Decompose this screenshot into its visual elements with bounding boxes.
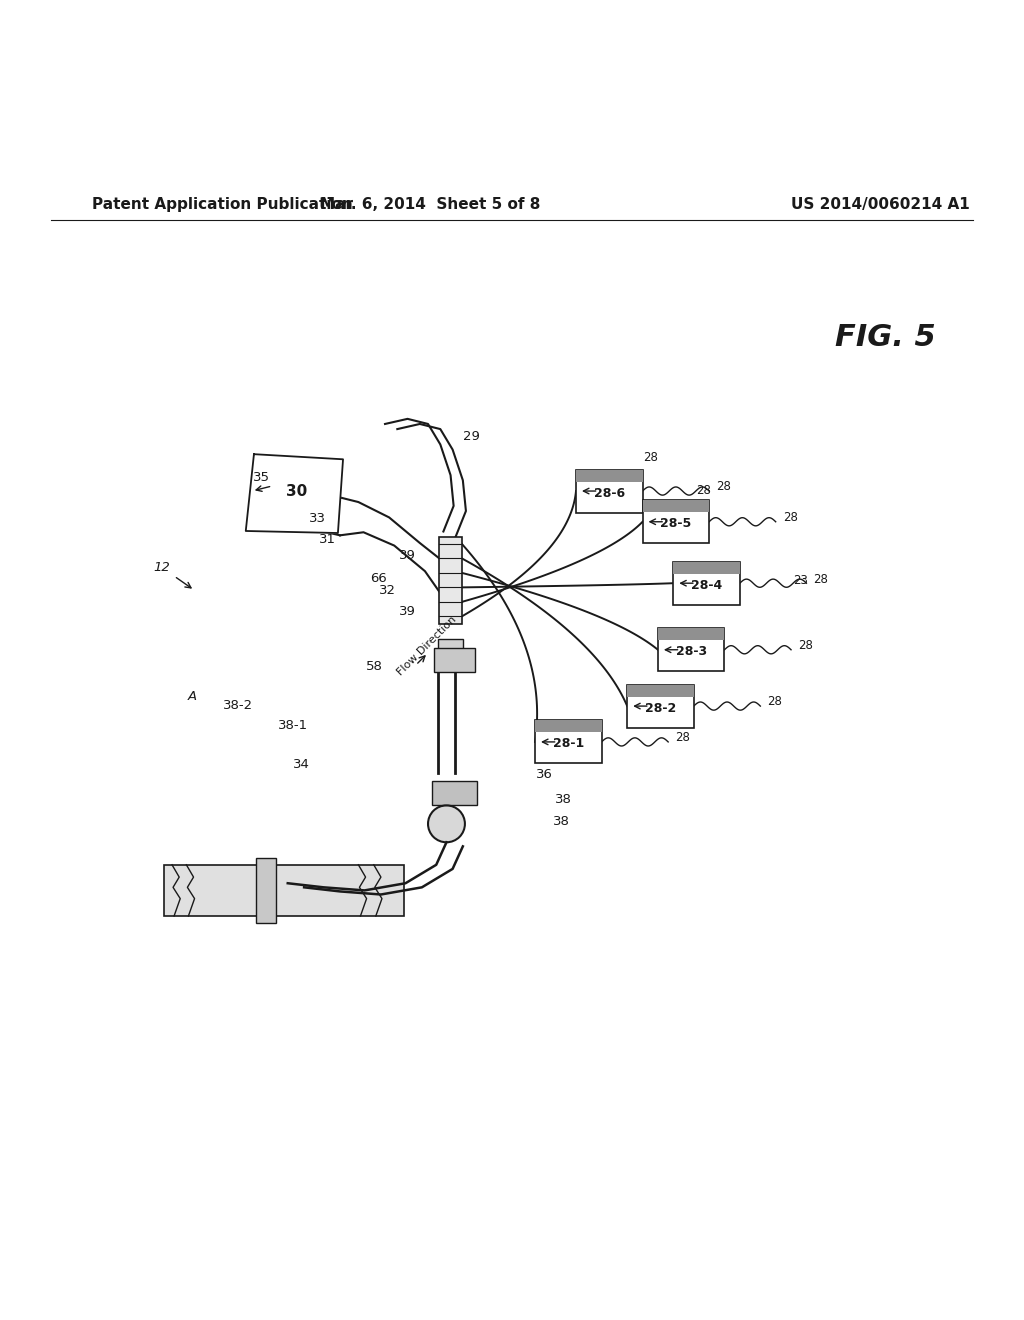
Text: A: A	[188, 690, 197, 704]
Text: 28-3: 28-3	[676, 645, 707, 659]
Bar	[575, 470, 643, 512]
Polygon shape	[246, 454, 343, 533]
Bar	[438, 639, 463, 660]
Text: 38: 38	[553, 816, 569, 828]
Text: 34: 34	[293, 758, 309, 771]
Text: 28-2: 28-2	[645, 702, 676, 714]
Text: 33: 33	[309, 512, 326, 525]
Text: 28: 28	[799, 639, 813, 652]
Bar	[643, 500, 710, 544]
Text: 12: 12	[154, 561, 170, 574]
Bar	[439, 537, 462, 623]
Text: US 2014/0060214 A1: US 2014/0060214 A1	[792, 197, 970, 211]
Text: 38-1: 38-1	[278, 719, 308, 733]
Text: 30: 30	[287, 483, 307, 499]
Bar	[432, 781, 477, 805]
Text: FIG. 5: FIG. 5	[836, 323, 936, 352]
Text: 28-1: 28-1	[553, 738, 584, 751]
Text: 31: 31	[319, 533, 336, 545]
Bar	[658, 628, 725, 672]
Text: 28: 28	[696, 483, 712, 496]
Text: 36: 36	[537, 768, 553, 781]
Text: Flow Direction: Flow Direction	[395, 614, 459, 677]
Text: Mar. 6, 2014  Sheet 5 of 8: Mar. 6, 2014 Sheet 5 of 8	[319, 197, 541, 211]
Bar	[256, 858, 276, 923]
Text: 28: 28	[813, 573, 828, 586]
Bar	[575, 470, 643, 482]
Bar	[434, 648, 475, 672]
Text: 28-5: 28-5	[660, 517, 691, 531]
Bar	[627, 685, 694, 727]
Text: 35: 35	[253, 471, 269, 484]
Bar	[643, 500, 710, 512]
Text: 39: 39	[399, 606, 416, 618]
Text: 23: 23	[794, 574, 809, 586]
Bar	[164, 865, 404, 916]
Bar	[674, 562, 739, 574]
Text: 28-6: 28-6	[594, 487, 625, 499]
Text: Patent Application Publication: Patent Application Publication	[92, 197, 353, 211]
Bar	[627, 685, 694, 697]
Bar	[674, 562, 739, 605]
Text: 29: 29	[463, 430, 479, 444]
Text: 66: 66	[371, 572, 387, 585]
Circle shape	[429, 807, 464, 841]
Text: 28: 28	[676, 731, 690, 744]
Text: 38-2: 38-2	[222, 698, 253, 711]
Text: 28-4: 28-4	[691, 578, 722, 591]
Bar	[658, 628, 725, 640]
Bar	[536, 721, 602, 763]
Text: 38: 38	[555, 793, 571, 805]
Bar	[536, 721, 602, 733]
Text: 28: 28	[782, 511, 798, 524]
Text: 32: 32	[379, 583, 395, 597]
Text: 58: 58	[367, 660, 383, 673]
Text: 28: 28	[768, 696, 782, 709]
Text: 39: 39	[399, 549, 416, 562]
Text: 28: 28	[716, 480, 731, 494]
Text: 28: 28	[643, 450, 658, 463]
